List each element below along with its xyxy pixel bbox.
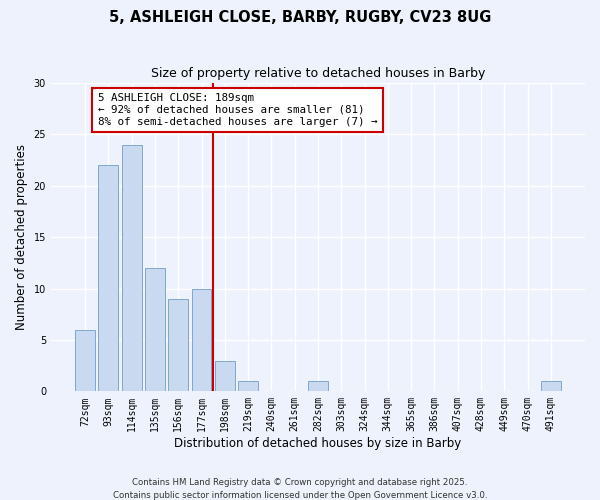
Bar — [169, 299, 188, 392]
Bar — [145, 268, 165, 392]
Bar — [122, 144, 142, 392]
Text: 5 ASHLEIGH CLOSE: 189sqm
← 92% of detached houses are smaller (81)
8% of semi-de: 5 ASHLEIGH CLOSE: 189sqm ← 92% of detach… — [98, 94, 377, 126]
Bar — [541, 381, 561, 392]
Bar — [308, 381, 328, 392]
X-axis label: Distribution of detached houses by size in Barby: Distribution of detached houses by size … — [175, 437, 461, 450]
Bar — [238, 381, 258, 392]
Text: 5, ASHLEIGH CLOSE, BARBY, RUGBY, CV23 8UG: 5, ASHLEIGH CLOSE, BARBY, RUGBY, CV23 8U… — [109, 10, 491, 25]
Bar — [191, 288, 211, 392]
Y-axis label: Number of detached properties: Number of detached properties — [15, 144, 28, 330]
Bar — [75, 330, 95, 392]
Bar — [215, 360, 235, 392]
Bar — [98, 166, 118, 392]
Title: Size of property relative to detached houses in Barby: Size of property relative to detached ho… — [151, 68, 485, 80]
Text: Contains HM Land Registry data © Crown copyright and database right 2025.
Contai: Contains HM Land Registry data © Crown c… — [113, 478, 487, 500]
